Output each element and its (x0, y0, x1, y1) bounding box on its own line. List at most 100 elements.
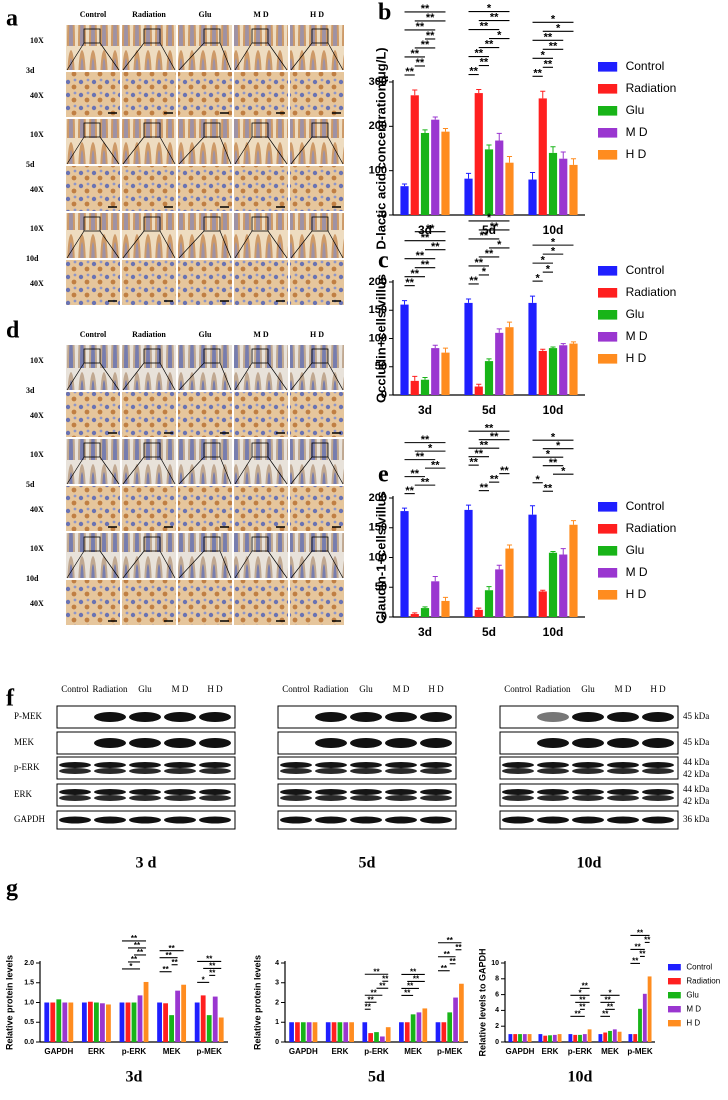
bar (638, 1008, 642, 1042)
significance-label: ** (447, 936, 454, 945)
significance-label: ** (480, 57, 489, 69)
error-bar (550, 346, 556, 349)
zoom-box (83, 122, 101, 138)
bar (400, 304, 409, 395)
zoom-box (203, 216, 221, 232)
zoom-box (143, 442, 161, 458)
blot-band (164, 738, 196, 748)
micrograph (234, 213, 288, 258)
bar (505, 548, 514, 617)
legend-swatch (668, 1020, 681, 1027)
panel-label: d (6, 318, 20, 344)
blot-band (164, 816, 196, 824)
bar (163, 1003, 168, 1042)
bar (548, 1035, 552, 1042)
significance-label: * (546, 263, 551, 275)
zoom-line (219, 136, 232, 165)
bar (559, 158, 568, 215)
bar (431, 348, 440, 395)
blot-strip (499, 756, 679, 780)
blot-band (502, 789, 534, 795)
zoom-line (122, 42, 145, 71)
blot-band (537, 816, 569, 824)
bar (538, 591, 547, 617)
blot-band (385, 795, 417, 801)
bar (527, 1034, 532, 1042)
blot-band (280, 762, 312, 768)
zoom-box (203, 536, 221, 552)
bar (528, 302, 537, 395)
y-tick-label: 0 (381, 209, 387, 221)
blot-band (572, 789, 604, 795)
blot-band (385, 816, 417, 824)
bar (416, 1012, 422, 1042)
bar (552, 1034, 557, 1042)
significance-label: ** (413, 975, 420, 984)
micrograph (66, 580, 120, 625)
bar (399, 1022, 404, 1042)
blot-band (94, 789, 126, 795)
blot-band (164, 795, 196, 801)
blot-band (350, 795, 382, 801)
legend-label: M D (686, 1004, 701, 1013)
bar (400, 186, 409, 215)
zoom-line (178, 230, 205, 259)
blot-timepoint: 5d (359, 855, 376, 872)
y-tick-label: 0.5 (24, 1019, 34, 1026)
bar (325, 1022, 331, 1042)
significance-label: ** (134, 941, 141, 950)
zoom-line (122, 550, 145, 579)
micrograph (66, 25, 120, 70)
legend-label: Glu (626, 307, 645, 321)
lane-label: M D (172, 684, 189, 694)
blot-band (572, 738, 604, 748)
significance-label: ** (490, 473, 499, 485)
zoom-line (327, 42, 344, 71)
blot-band (129, 738, 161, 748)
error-bar (432, 116, 438, 120)
size-label: 44 kDa (683, 784, 709, 794)
timepoint-label: 5d (26, 160, 35, 169)
error-bar (412, 375, 418, 381)
x-tick-label: p-MEK (437, 1047, 463, 1056)
micrograph (178, 580, 232, 625)
blot-band (420, 816, 452, 824)
chart-title: 3d (126, 1069, 143, 1086)
bar (538, 350, 547, 395)
significance-label: ** (602, 1009, 609, 1018)
legend-label: Glu (626, 103, 645, 117)
bar (44, 1002, 50, 1042)
zoom-line (122, 230, 145, 259)
y-tick-label: 0.0 (24, 1039, 34, 1046)
micrograph (66, 486, 120, 531)
bar (100, 1003, 105, 1042)
y-tick-label: 150 (369, 522, 387, 534)
bar (441, 600, 450, 617)
bar (169, 1015, 175, 1042)
significance-label: ** (474, 448, 483, 460)
y-tick-label: 0 (381, 389, 387, 401)
error-bar (496, 328, 502, 333)
panel-label: c (378, 248, 389, 274)
legend-swatch (668, 1006, 681, 1013)
y-tick-label: 1.0 (24, 999, 34, 1006)
significance-label: ** (450, 957, 457, 966)
zoom-box (83, 442, 101, 458)
blot-band (537, 768, 569, 774)
error-bar (560, 343, 566, 346)
micrograph (290, 166, 344, 211)
legend-label: Glu (626, 543, 645, 557)
significance-label: ** (209, 968, 216, 977)
blot-band (537, 795, 569, 801)
significance-label: ** (131, 934, 138, 943)
x-tick-label: ERK (88, 1047, 105, 1056)
magnification-label: 40X (30, 505, 44, 514)
legend-label: M D (626, 329, 648, 343)
error-bar (442, 596, 449, 601)
blot-band (537, 712, 569, 722)
significance-label: ** (421, 3, 430, 15)
zoom-line (178, 362, 205, 391)
blot-band (572, 712, 604, 722)
blot-band (315, 768, 347, 774)
error-bar (442, 347, 449, 353)
